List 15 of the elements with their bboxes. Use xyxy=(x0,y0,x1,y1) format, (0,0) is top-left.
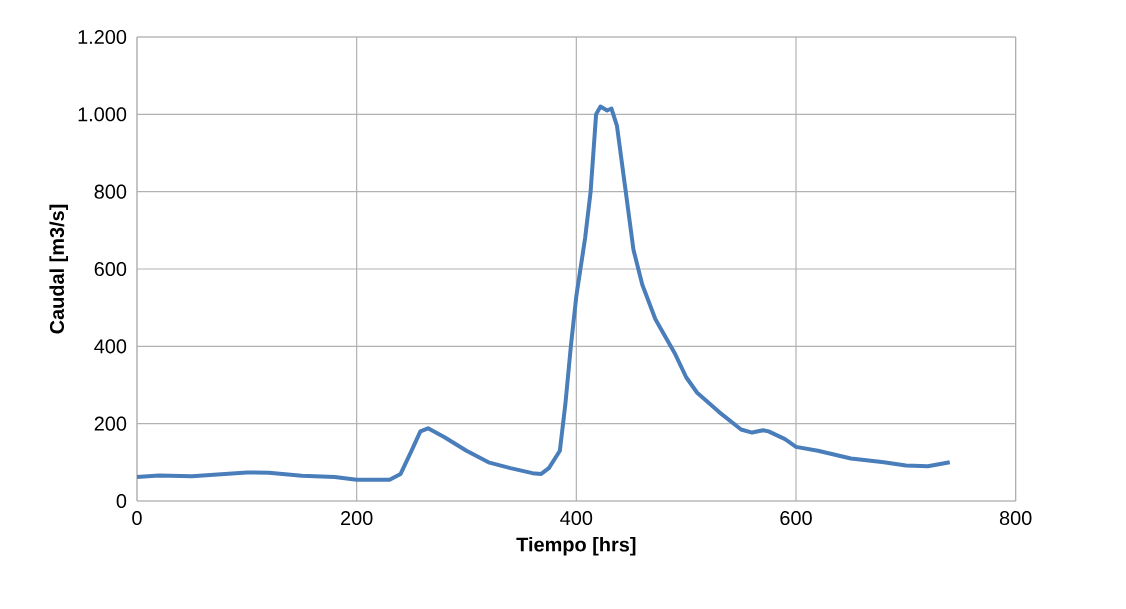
x-tick-label: 200 xyxy=(341,511,373,526)
x-tick-label: 0 xyxy=(132,511,142,526)
x-tick-label: 600 xyxy=(780,511,812,526)
y-tick-label: 0 xyxy=(116,493,127,509)
y-tick-label: 200 xyxy=(94,416,127,431)
y-axis-title: Caudal [m3/s] xyxy=(49,204,68,334)
y-tick-label: 800 xyxy=(94,184,127,199)
x-tick-label: 800 xyxy=(999,511,1032,526)
y-tick-label: 600 xyxy=(94,261,127,277)
y-tick-label: 400 xyxy=(94,339,127,354)
y-tick-label: 1.200 xyxy=(78,29,127,45)
x-axis-title: Tiempo [hrs] xyxy=(516,536,636,556)
x-tick-label: 400 xyxy=(560,511,593,526)
y-tick-label: 1.000 xyxy=(78,107,127,122)
line-series xyxy=(137,104,952,482)
